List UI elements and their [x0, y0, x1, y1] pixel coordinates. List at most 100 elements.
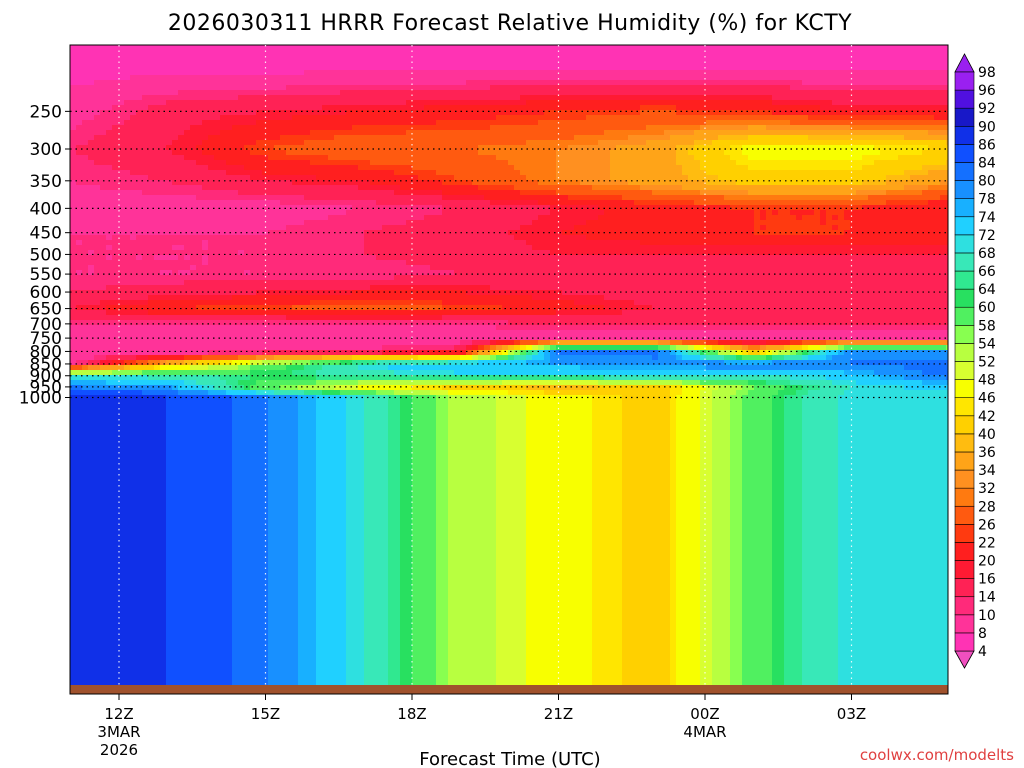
heatmap-cell — [808, 80, 815, 86]
heatmap-cell — [766, 100, 773, 106]
heatmap-cell — [772, 200, 779, 206]
heatmap-cell — [526, 205, 533, 211]
heatmap-cell — [256, 140, 263, 146]
heatmap-cell — [862, 175, 869, 181]
heatmap-cell — [76, 45, 83, 51]
heatmap-cell — [766, 70, 773, 76]
heatmap-cell — [460, 60, 467, 66]
heatmap-cell — [142, 145, 149, 151]
heatmap-cell — [76, 135, 83, 141]
heatmap-cell — [892, 80, 899, 86]
heatmap-cell — [718, 185, 725, 191]
heatmap-cell — [772, 190, 779, 196]
heatmap-cell — [916, 70, 923, 76]
heatmap-cell — [490, 95, 497, 101]
heatmap-cell — [496, 85, 503, 91]
heatmap-cell — [538, 175, 545, 181]
heatmap-cell — [712, 145, 719, 151]
heatmap-cell — [370, 75, 377, 81]
heatmap-cell — [316, 125, 323, 131]
heatmap-cell — [544, 165, 551, 171]
heatmap-cell — [388, 80, 395, 86]
heatmap-cell — [382, 70, 389, 76]
heatmap-cell — [694, 120, 701, 126]
heatmap-cell — [268, 190, 275, 196]
heatmap-cell — [604, 140, 611, 146]
heatmap-cell — [352, 170, 359, 176]
heatmap-cell — [490, 160, 497, 166]
heatmap-cell — [214, 180, 221, 186]
heatmap-cell — [394, 160, 401, 166]
heatmap-cell — [658, 200, 665, 206]
heatmap-cell — [910, 65, 917, 71]
heatmap-cell — [352, 80, 359, 86]
heatmap-cell — [508, 110, 515, 116]
heatmap-cell — [832, 105, 839, 111]
heatmap-cell — [160, 160, 167, 166]
heatmap-cell — [892, 165, 899, 171]
heatmap-cell — [172, 170, 179, 176]
heatmap-cell — [286, 75, 293, 81]
heatmap-cell — [712, 165, 719, 171]
heatmap-cell — [832, 155, 839, 161]
heatmap-cell — [160, 65, 167, 71]
heatmap-cell — [292, 200, 299, 206]
heatmap-cell — [616, 85, 623, 91]
heatmap-cell — [412, 120, 419, 126]
heatmap-cell — [244, 75, 251, 81]
heatmap-cell — [268, 175, 275, 181]
heatmap-cell — [352, 50, 359, 56]
heatmap-cell — [832, 175, 839, 181]
heatmap-cell — [604, 75, 611, 81]
heatmap-cell — [790, 160, 797, 166]
heatmap-cell — [430, 130, 437, 136]
heatmap-cell — [268, 155, 275, 161]
heatmap-cell — [514, 155, 521, 161]
heatmap-cell — [286, 100, 293, 106]
heatmap-cell — [172, 180, 179, 186]
heatmap-cell — [88, 180, 95, 186]
heatmap-cell — [868, 130, 875, 136]
heatmap-cell — [232, 170, 239, 176]
heatmap-cell — [544, 205, 551, 211]
heatmap-cell — [376, 145, 383, 151]
heatmap-cell — [820, 165, 827, 171]
heatmap-cell — [208, 75, 215, 81]
heatmap-cell — [628, 175, 635, 181]
heatmap-cell — [484, 95, 491, 101]
heatmap-cell — [112, 70, 119, 76]
heatmap-cell — [154, 115, 161, 121]
heatmap-cell — [388, 135, 395, 141]
heatmap-cell — [130, 60, 137, 66]
heatmap-cell — [592, 80, 599, 86]
heatmap-cell — [766, 75, 773, 81]
heatmap-cell — [274, 70, 281, 76]
heatmap-cell — [658, 100, 665, 106]
heatmap-cell — [328, 120, 335, 126]
heatmap-cell — [106, 200, 113, 206]
heatmap-cell — [352, 90, 359, 96]
heatmap-cell — [766, 95, 773, 101]
heatmap-cell — [706, 95, 713, 101]
heatmap-cell — [538, 85, 545, 91]
heatmap-cell — [850, 205, 857, 211]
heatmap-cell — [526, 145, 533, 151]
heatmap-cell — [310, 200, 317, 206]
heatmap-cell — [238, 195, 245, 201]
heatmap-cell — [490, 150, 497, 156]
heatmap-cell — [880, 210, 887, 216]
heatmap-cell — [364, 185, 371, 191]
heatmap-cell — [784, 170, 791, 176]
heatmap-cell — [364, 210, 371, 216]
heatmap-cell — [364, 90, 371, 96]
heatmap-cell — [742, 95, 749, 101]
heatmap-cell — [592, 55, 599, 61]
heatmap-cell — [286, 170, 293, 176]
heatmap-cell — [634, 165, 641, 171]
heatmap-cell — [406, 60, 413, 66]
heatmap-cell — [646, 210, 653, 216]
heatmap-cell — [448, 210, 455, 216]
heatmap-cell — [442, 125, 449, 131]
heatmap-cell — [856, 145, 863, 151]
heatmap-cell — [874, 110, 881, 116]
